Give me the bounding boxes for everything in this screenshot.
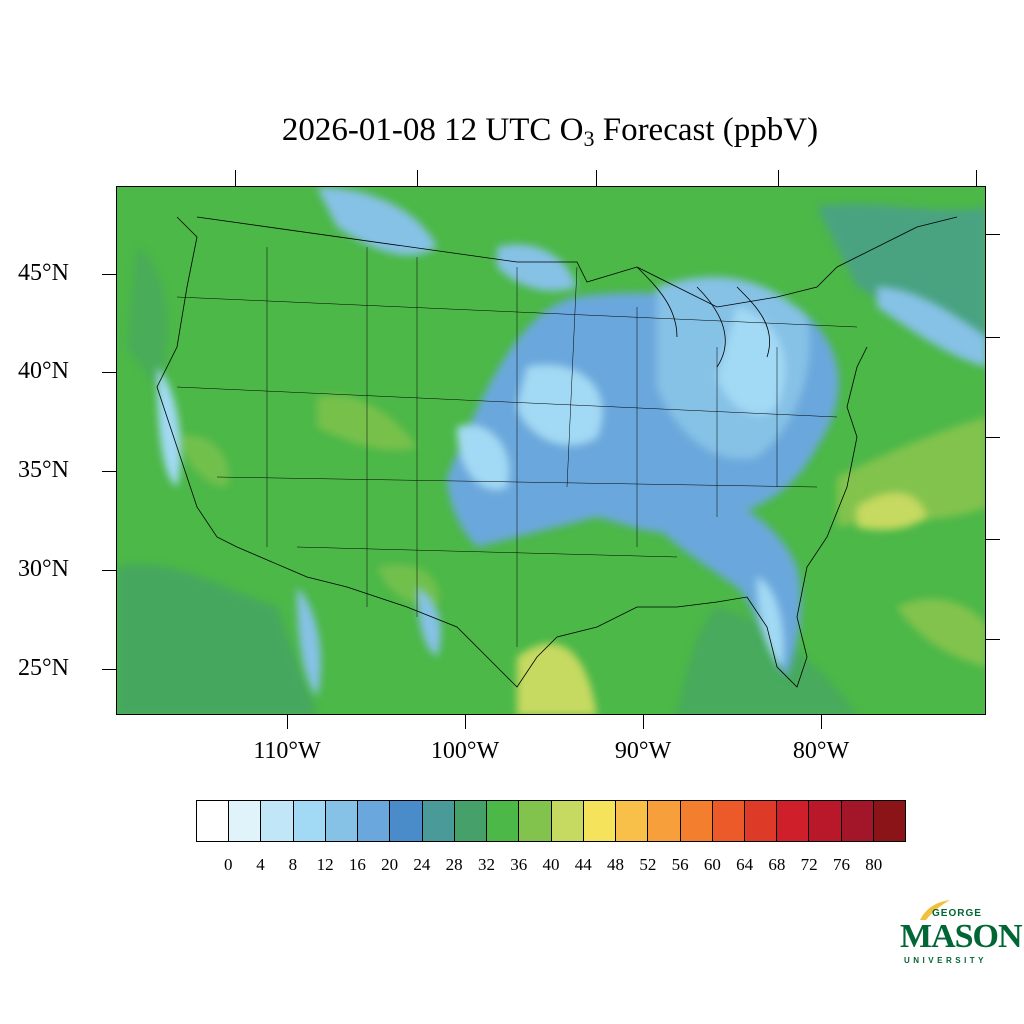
lon-label-100w: 100°W (430, 738, 500, 764)
lat-label-45n: 45°N (18, 260, 69, 286)
colorbar-label: 80 (865, 855, 883, 874)
colorbar-label: 56 (671, 855, 689, 874)
logo-swoosh-icon (920, 900, 950, 920)
colorbar-swatch (873, 801, 906, 841)
map-boundaries (156, 216, 958, 688)
top-tick (778, 170, 779, 186)
title-prefix: 2026-01-08 12 UTC O (281, 112, 584, 148)
west-coast-line (156, 216, 238, 548)
colorbar-label: 0 (224, 855, 233, 874)
lat-label-35n: 35°N (18, 457, 69, 483)
logo-line1: GEORGE (932, 908, 982, 919)
left-tick (102, 274, 116, 275)
colorbar-label: 24 (413, 855, 431, 874)
colorbar-swatch (680, 801, 713, 841)
bottom-tick (287, 715, 288, 729)
logo-line3: UNIVERSITY (904, 956, 988, 965)
great-lakes-line (636, 266, 771, 368)
ozone-field-svg (117, 187, 985, 714)
colorbar-swatch (325, 801, 359, 841)
colorbar-swatch (358, 801, 391, 841)
colorbar-swatch (551, 801, 584, 841)
lon-label-110w: 110°W (253, 738, 321, 764)
right-tick (986, 337, 1000, 338)
colorbar-swatch (777, 801, 810, 841)
colorbar-label: 12 (316, 855, 334, 874)
lon-label-80w: 80°W (792, 738, 850, 764)
bottom-tick (643, 715, 644, 729)
colorbar-label: 64 (736, 855, 754, 874)
colorbar-swatch (390, 801, 423, 841)
left-tick (102, 669, 116, 670)
colorbar-swatch (841, 801, 874, 841)
right-tick (986, 639, 1000, 640)
colorbar-label: 36 (510, 855, 528, 874)
colorbar-label: 60 (703, 855, 721, 874)
colorbar-label: 40 (542, 855, 560, 874)
map-title: 2026-01-08 12 UTC O3 Forecast (ppbV) (0, 112, 1024, 152)
colorbar-swatch (422, 801, 455, 841)
lat-label-40n: 40°N (18, 358, 69, 384)
top-tick (417, 170, 418, 186)
colorbar-label: 52 (639, 855, 657, 874)
colorbar-label: 76 (832, 855, 850, 874)
left-tick (102, 471, 116, 472)
right-tick (986, 234, 1000, 235)
colorbar-label: 72 (800, 855, 818, 874)
colorbar-swatch (583, 801, 617, 841)
colorbar-label: 4 (256, 855, 265, 874)
colorbar-label: 20 (381, 855, 399, 874)
left-tick (102, 570, 116, 571)
colorbar-label: 32 (477, 855, 495, 874)
field-blue-plume (157, 187, 985, 697)
colorbar (196, 800, 906, 842)
logo-line2: MASON (900, 918, 1023, 955)
southern-coast-line (236, 346, 868, 688)
colorbar-label: 44 (574, 855, 592, 874)
bottom-tick (465, 715, 466, 729)
state-lines-vertical (266, 247, 778, 647)
colorbar-swatch (648, 801, 681, 841)
state-lines-horizontal (176, 296, 858, 558)
colorbar-label: 48 (607, 855, 625, 874)
colorbar-swatch (519, 801, 552, 841)
colorbar-label: 68 (768, 855, 786, 874)
colorbar-swatch (454, 801, 488, 841)
left-tick (102, 372, 116, 373)
title-subscript: 3 (583, 126, 595, 151)
colorbar-label: 28 (445, 855, 463, 874)
title-suffix: Forecast (ppbV) (594, 112, 819, 148)
gmu-logo: GEORGE MASON UNIVERSITY (896, 898, 1023, 968)
lat-label-30n: 30°N (18, 556, 69, 582)
lon-label-90w: 90°W (614, 738, 672, 764)
top-tick (976, 170, 977, 186)
colorbar-swatch (293, 801, 326, 841)
top-tick (596, 170, 597, 186)
colorbar-swatch (487, 801, 520, 841)
colorbar-swatch (712, 801, 745, 841)
bottom-tick (821, 715, 822, 729)
right-tick (986, 437, 1000, 438)
colorbar-swatch (229, 801, 262, 841)
colorbar-swatch (261, 801, 294, 841)
top-tick (235, 170, 236, 186)
colorbar-swatch (616, 801, 649, 841)
colorbar-swatch (197, 801, 230, 841)
northern-border-line (196, 216, 958, 308)
colorbar-swatch (744, 801, 778, 841)
ozone-forecast-map (116, 186, 986, 715)
colorbar-label: 8 (288, 855, 298, 874)
right-tick (986, 539, 1000, 540)
colorbar-swatch (809, 801, 842, 841)
colorbar-label: 16 (348, 855, 366, 874)
lat-label-25n: 25°N (18, 655, 69, 681)
